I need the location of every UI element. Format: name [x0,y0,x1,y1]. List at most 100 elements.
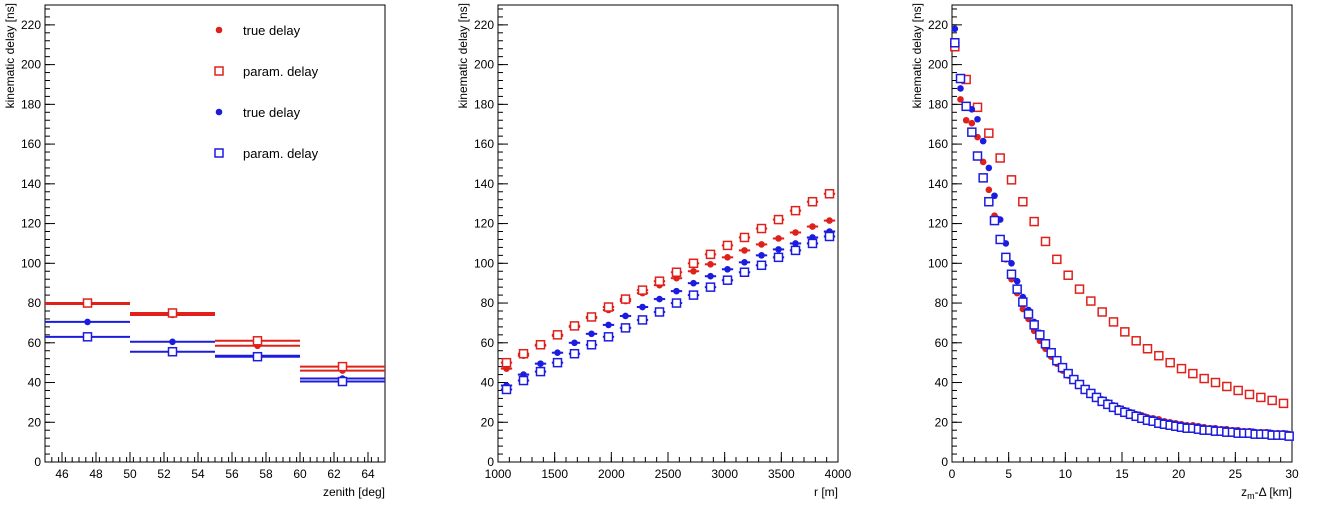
data-point [773,214,784,225]
x-tick-label: 2500 [655,467,682,481]
x-tick-label: 3000 [711,467,738,481]
data-point [1006,175,1017,185]
data-point [756,223,767,234]
y-tick-label: 220 [928,18,948,32]
data-point [1222,381,1232,392]
data-point [554,349,561,357]
y-tick-label: 0 [487,455,494,469]
data-point [790,205,801,216]
data-point [571,339,578,347]
legend-marker [215,108,223,116]
legend-marker [215,26,223,34]
x-tick-label: 50 [123,467,137,481]
x-tick-label: 4000 [825,467,852,481]
y-tick-label: 200 [21,58,41,72]
data-point [603,332,614,342]
data-point [518,375,529,386]
data-point [1052,355,1062,366]
data-point [1188,368,1198,379]
data-point [1278,398,1289,409]
y-tick-label: 100 [474,256,494,270]
data-point [501,357,512,368]
series-1 [500,217,836,372]
data-point [690,267,697,275]
data-point [688,258,699,269]
data-point [741,259,748,266]
data-point [1069,374,1079,385]
data-point [656,295,663,303]
y-tick-label: 220 [21,18,41,32]
y-tick-label: 40 [28,376,42,390]
x-tick-label: 3500 [768,467,795,481]
data-point [758,241,765,248]
data-point [826,217,833,224]
x-tick-label: 15 [1115,467,1129,481]
x-tick-label: 62 [327,467,341,481]
y-axis-label: kinematic delay [ns] [456,3,470,108]
data-point [824,231,835,242]
y-tick-label: 220 [474,18,494,32]
x-tick-label: 64 [361,467,375,481]
y-tick-label: 200 [474,58,494,72]
data-point [637,315,648,325]
x-axis-label-sub: m [1247,491,1255,501]
data-point [1086,296,1096,306]
data-point [957,96,964,103]
x-tick-label: 52 [157,467,171,481]
x-tick-label: 46 [55,467,69,481]
y-tick-label: 160 [474,137,494,151]
x-axis-label: zm-Δ [km] [1241,485,1292,501]
data-point [1154,350,1164,361]
x-tick-label: 20 [1172,467,1186,481]
legend-label: param. delay [243,64,319,79]
data-point [603,302,614,312]
x-tick-label: 1000 [485,467,512,481]
y-tick-label: 0 [34,455,41,469]
data-point [1006,269,1017,279]
data-point [775,235,782,242]
data-point [167,308,178,318]
data-point [739,232,750,243]
data-point [337,376,348,387]
data-point [654,307,665,317]
data-point [792,229,799,236]
data-point [569,321,580,331]
data-point [1120,327,1130,337]
data-point [967,127,977,137]
data-point [1244,389,1255,400]
data-point [1012,284,1022,294]
series-2 [45,298,385,372]
data-point [962,116,970,124]
data-point [984,196,994,207]
data-point [1029,216,1039,227]
y-tick-label: 200 [928,58,948,72]
data-point [1176,363,1187,374]
data-point [1165,357,1175,368]
y-tick-label: 20 [935,415,949,429]
y-tick-label: 60 [481,336,495,350]
data-point [722,240,733,251]
data-point [622,312,629,320]
series-3 [951,25,1293,438]
data-point [974,115,981,123]
data-point [807,238,818,249]
data-point [775,246,782,253]
data-point [979,137,987,145]
data-point [809,223,816,230]
x-tick-label: 2000 [598,467,625,481]
data-point [1040,236,1051,247]
data-point [501,384,512,395]
data-point [535,366,546,377]
data-point [792,240,799,247]
data-point [1052,254,1062,265]
data-point [518,348,529,359]
y-tick-label: 80 [481,296,495,310]
data-point [1001,252,1011,263]
y-tick-label: 180 [474,97,494,111]
x-tick-label: 60 [293,467,307,481]
y-tick-label: 140 [928,177,948,191]
data-point [741,247,748,254]
data-point [951,25,959,33]
data-point [1097,307,1107,317]
